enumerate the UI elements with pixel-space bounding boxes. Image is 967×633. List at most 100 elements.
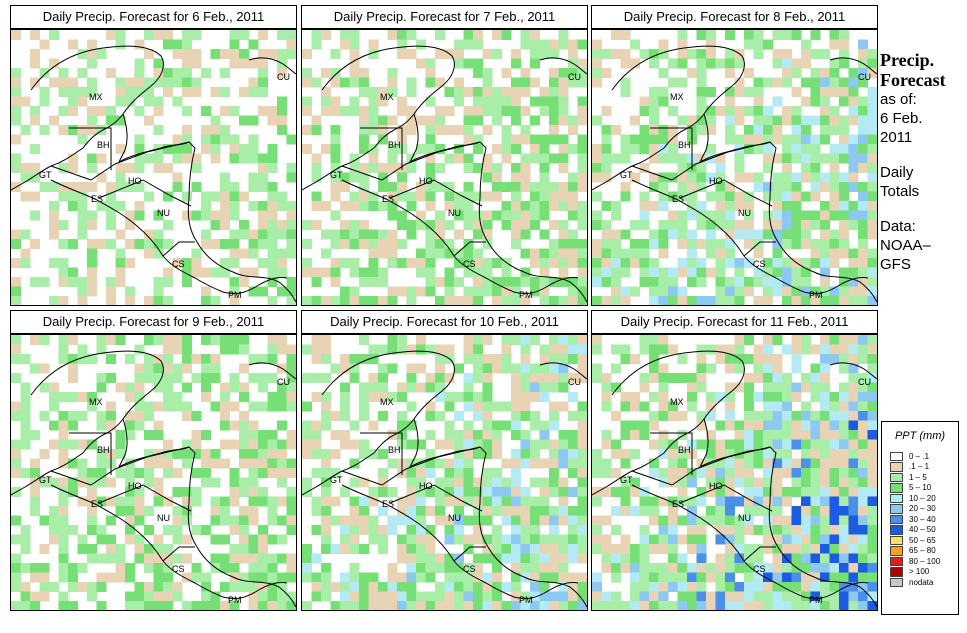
- country-label-cu: CU: [277, 72, 290, 82]
- coastline-east: [408, 418, 587, 608]
- country-label-mx: MX: [670, 397, 684, 407]
- legend-swatch: [890, 472, 903, 482]
- legend-label: 65 – 80: [909, 546, 936, 556]
- coastline-east: [408, 113, 587, 303]
- country-label-bh: BH: [678, 445, 691, 455]
- legend-entry: 40 – 50: [890, 525, 940, 536]
- legend-label: .1 – 1: [909, 462, 930, 472]
- country-label-gt: GT: [620, 475, 633, 485]
- country-label-es: ES: [672, 499, 684, 509]
- legend-entry: 10 – 20: [890, 493, 940, 504]
- country-label-cs: CS: [753, 259, 766, 269]
- legend-label: > 100: [909, 567, 930, 577]
- forecast-panel: Daily Precip. Forecast for 9 Feb., 2011 M…: [10, 310, 297, 611]
- country-label-bh: BH: [678, 140, 691, 150]
- legend-entry: .1 – 1: [890, 462, 940, 473]
- legend-label: 20 – 30: [909, 504, 936, 514]
- legend-label: 5 – 10: [909, 483, 932, 493]
- legend-label: 30 – 40: [909, 514, 936, 524]
- coastline-north: [302, 45, 455, 191]
- legend-entry: nodata: [890, 577, 940, 588]
- source-line3: GFS: [880, 256, 911, 273]
- panel-title: Daily Precip. Forecast for 8 Feb., 2011: [591, 5, 878, 29]
- country-label-cs: CS: [753, 564, 766, 574]
- country-borders: [341, 127, 486, 257]
- country-label-pm: PM: [228, 290, 242, 300]
- panel-title: Daily Precip. Forecast for 9 Feb., 2011: [10, 310, 297, 334]
- legend-label: 80 – 100: [909, 556, 941, 566]
- legend-entry: 80 – 100: [890, 556, 940, 567]
- legend-label: 50 – 65: [909, 535, 936, 545]
- country-label-ho: HO: [709, 481, 723, 491]
- legend-swatch: [890, 504, 903, 514]
- precip-map-canvas: MX BH GT HO ES NU CS PM CU: [592, 335, 877, 610]
- country-label-es: ES: [672, 194, 684, 204]
- precip-grid: [302, 335, 587, 610]
- precip-map-canvas: MX BH GT HO ES NU CS PM CU: [11, 30, 296, 305]
- coastline-east: [698, 418, 877, 608]
- country-label-nu: NU: [448, 513, 461, 523]
- country-label-bh: BH: [388, 445, 401, 455]
- country-label-es: ES: [91, 194, 103, 204]
- precip-map-canvas: MX BH GT HO ES NU CS PM CU: [592, 30, 877, 305]
- country-label-pm: PM: [809, 595, 823, 605]
- country-label-mx: MX: [670, 92, 684, 102]
- legend-swatch: [890, 567, 903, 577]
- totals-line1: Daily: [880, 164, 914, 181]
- country-label-bh: BH: [97, 445, 110, 455]
- legend-swatch: [890, 525, 903, 535]
- country-label-nu: NU: [738, 513, 751, 523]
- precip-map: MX BH GT HO ES NU CS PM CU: [591, 29, 878, 306]
- precip-grid: [302, 30, 587, 305]
- country-borders: [50, 432, 195, 562]
- country-label-ho: HO: [128, 176, 142, 186]
- precip-map: MX BH GT HO ES NU CS PM CU: [301, 29, 588, 306]
- panel-title: Daily Precip. Forecast for 10 Feb., 2011: [301, 310, 588, 334]
- country-label-pm: PM: [809, 290, 823, 300]
- coastline-pacific: [341, 484, 579, 600]
- precip-map: MX BH GT HO ES NU CS PM CU: [591, 334, 878, 611]
- country-label-gt: GT: [330, 170, 343, 180]
- country-label-cu: CU: [568, 72, 581, 82]
- country-label-cu: CU: [858, 377, 871, 387]
- precip-grid: [11, 30, 296, 305]
- coastline-north: [302, 350, 455, 496]
- country-label-nu: NU: [738, 208, 751, 218]
- legend-swatch: [890, 535, 903, 545]
- country-label-mx: MX: [380, 397, 394, 407]
- country-label-gt: GT: [620, 170, 633, 180]
- coastline-pacific: [50, 484, 288, 600]
- precip-grid: [592, 30, 877, 305]
- source-line1: Data:: [880, 218, 916, 235]
- legend-swatch: [890, 462, 903, 472]
- heading-line2: Forecast: [880, 70, 946, 90]
- country-label-nu: NU: [448, 208, 461, 218]
- coastline-east: [698, 113, 877, 303]
- forecast-panel: Daily Precip. Forecast for 10 Feb., 2011…: [301, 310, 588, 611]
- country-label-cu: CU: [277, 377, 290, 387]
- legend-label: nodata: [909, 577, 934, 587]
- legend-entry: 20 – 30: [890, 504, 940, 515]
- country-borders: [341, 432, 486, 562]
- country-label-gt: GT: [39, 475, 52, 485]
- country-label-cu: CU: [568, 377, 581, 387]
- country-label-pm: PM: [228, 595, 242, 605]
- coastline-north: [11, 350, 164, 496]
- legend-swatch: [890, 483, 903, 493]
- legend-swatch: [890, 493, 903, 503]
- legend-label: 1 – 5: [909, 472, 927, 482]
- legend-label: 0 – .1: [909, 451, 930, 461]
- legend-swatch: [890, 514, 903, 524]
- coastline-east: [117, 113, 296, 303]
- legend-entry: 50 – 65: [890, 535, 940, 546]
- country-label-es: ES: [382, 499, 394, 509]
- legend-entry: 65 – 80: [890, 546, 940, 557]
- country-label-ho: HO: [419, 481, 433, 491]
- precip-map: MX BH GT HO ES NU CS PM CU: [10, 334, 297, 611]
- asof-line2: 6 Feb.: [880, 110, 923, 127]
- asof-line1: as of:: [880, 91, 917, 108]
- coastline-cuba: [829, 57, 877, 75]
- forecast-panel: Daily Precip. Forecast for 7 Feb., 2011 M…: [301, 5, 588, 306]
- country-borders: [631, 432, 776, 562]
